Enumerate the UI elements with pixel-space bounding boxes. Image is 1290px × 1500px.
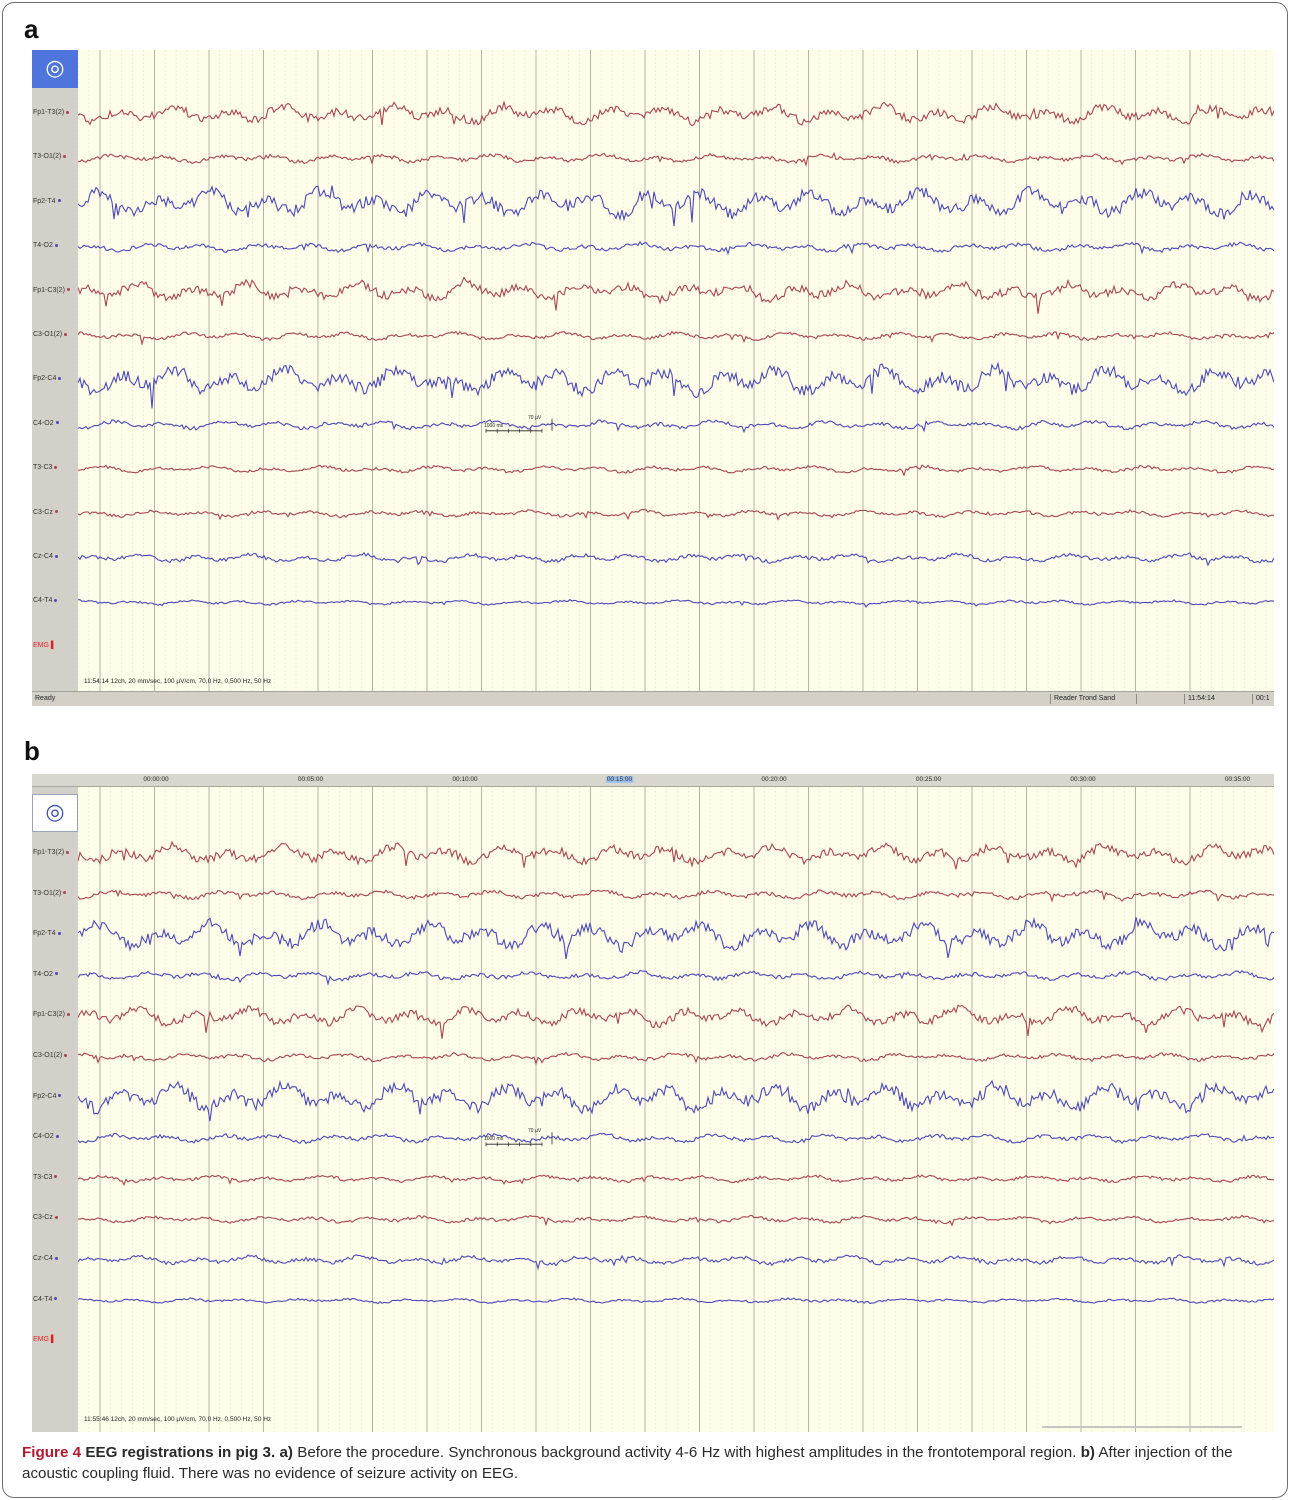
ruler-tick-label: 00:30:00	[1070, 776, 1096, 783]
eeg-trace	[78, 1174, 1274, 1187]
calibration-marker: 1000 ms 70 µV	[484, 415, 553, 433]
figure-title: EEG registrations in pig 3.	[85, 1444, 276, 1461]
settings-line: 11:55:46 12ch, 20 mm/sec, 100 µV/cm, 70,…	[84, 1416, 272, 1423]
channel-sidebar	[32, 50, 78, 692]
channel-label: Fp2-C4	[33, 375, 62, 382]
calibration-time-label: 1000 ms	[484, 1136, 504, 1142]
channel-label: T3-O1(2)	[33, 153, 67, 160]
calibration-amplitude-label: 70 µV	[528, 415, 542, 421]
eeg-trace	[78, 1051, 1274, 1066]
calibration-marker: 1000 ms 70 µV	[484, 1128, 553, 1147]
channel-label: Cz-C4	[33, 553, 58, 560]
caption-b-text: After injection of the acoustic coupling…	[22, 1444, 1233, 1482]
ruler-tick-label: 00:35:00	[1224, 776, 1251, 783]
caption-b-label: b)	[1080, 1444, 1095, 1461]
ruler-tick-label: 00:25:00	[915, 776, 942, 783]
caption-a-label: a)	[279, 1444, 293, 1461]
eeg-trace	[78, 1297, 1274, 1305]
channel-label: T3-C3	[33, 1174, 58, 1181]
channel-label: C3-O1(2)	[33, 331, 68, 338]
emg-label: EMG ▌	[33, 641, 56, 649]
eeg-trace	[78, 185, 1274, 227]
status-ready: Ready	[35, 695, 56, 702]
time-ruler[interactable]: 00:00:00 00:05:00 00:10:00 00:15:00 00:20:00…	[32, 774, 1274, 787]
channel-label: C3-O1(2)	[33, 1052, 68, 1059]
ruler-tick-label: 00:20:00	[761, 776, 787, 783]
eeg-trace	[78, 969, 1274, 986]
ruler-tick-label: 00:05:00	[297, 776, 324, 783]
record-button[interactable]: ◎	[32, 794, 78, 832]
eeg-traces: 1000 ms 70 µV	[78, 787, 1274, 1432]
eeg-trace	[78, 552, 1274, 567]
channel-label: Fp1-T3(2)	[33, 849, 70, 856]
horizontal-scrollbar[interactable]	[1042, 1426, 1242, 1428]
channel-label: T3-C3	[33, 464, 58, 471]
caption-a-text: Before the procedure. Synchronous backgr…	[297, 1444, 1077, 1461]
channel-sidebar	[32, 787, 78, 1432]
eeg-trace	[78, 330, 1274, 346]
eeg-trace	[78, 1254, 1274, 1271]
calibration-time-label: 1000 ms	[484, 423, 504, 429]
channel-label: Fp2-C4	[33, 1093, 62, 1100]
status-reader: Reader Trond Sand	[1050, 694, 1134, 704]
eeg-trace	[78, 1079, 1274, 1122]
ruler-tick-label: 00:10:00	[452, 776, 478, 783]
eeg-trace	[78, 889, 1274, 903]
channel-label: Fp1-C3(2)	[33, 287, 70, 294]
eeg-trace	[78, 464, 1274, 477]
status-blank	[1136, 694, 1182, 704]
channel-label: C3-Cz	[33, 1214, 58, 1221]
trace-area: 1000 ms 70 µV	[78, 787, 1274, 1432]
ruler-tick-label: 00:15:00	[605, 776, 634, 783]
eeg-trace	[78, 917, 1274, 959]
channel-label: Fp2-T4	[33, 198, 61, 205]
channel-label: C3-Cz	[33, 509, 58, 516]
channel-label: Fp1-C3(2)	[33, 1011, 70, 1018]
channel-label: T4-O2	[33, 242, 58, 249]
eeg-viewer-a: ◎ 1000 ms 70 µV Fp1-T3(2) T3-O1(2) Fp2-T4 T4…	[32, 50, 1274, 706]
channel-label: C4-O2	[33, 1133, 59, 1140]
eeg-trace	[78, 1004, 1274, 1039]
emg-label: EMG ▌	[33, 1336, 56, 1344]
channel-label: C4-T4	[33, 597, 58, 604]
eeg-trace	[78, 1132, 1274, 1145]
eeg-traces: 1000 ms 70 µV	[78, 50, 1274, 692]
channel-label: C4-T4	[33, 1296, 58, 1303]
trace-area: 1000 ms 70 µV	[78, 50, 1274, 692]
eeg-trace	[78, 1214, 1274, 1227]
channel-label: Fp2-T4	[33, 930, 61, 937]
eeg-trace	[78, 100, 1274, 127]
status-time: 11:54:14	[1184, 694, 1250, 704]
status-elapsed: 00:1	[1252, 694, 1274, 704]
eeg-trace	[78, 508, 1274, 521]
record-target-icon: ◎	[45, 800, 65, 825]
eeg-trace	[78, 241, 1274, 256]
channel-label: C4-O2	[33, 420, 59, 427]
record-button[interactable]: ◎	[32, 50, 78, 88]
panel-a-letter: a	[24, 14, 39, 44]
figure-caption: Figure 4 EEG registrations in pig 3. a) …	[22, 1442, 1272, 1484]
channel-label: T3-O1(2)	[33, 890, 67, 897]
eeg-viewer-b: 00:00:00 00:05:00 00:10:00 00:15:00 00:20:00…	[32, 774, 1274, 1432]
channel-label: Cz-C4	[33, 1255, 58, 1262]
eeg-trace	[78, 598, 1274, 608]
figure-label: Figure 4	[22, 1444, 82, 1461]
eeg-trace	[78, 361, 1274, 409]
calibration-amplitude-label: 70 µV	[528, 1128, 542, 1134]
ruler-tick-label: 00:00:00	[143, 776, 169, 783]
eeg-trace	[78, 840, 1274, 870]
status-bar: Ready Reader Trond Sand 11:54:14 00:1	[32, 691, 1274, 706]
eeg-trace	[78, 276, 1274, 314]
panel-b-letter: b	[24, 736, 40, 766]
channel-label: Fp1-T3(2)	[33, 109, 70, 116]
eeg-trace	[78, 151, 1274, 168]
settings-line: 11:54:14 12ch, 20 mm/sec, 100 µV/cm, 70,…	[84, 678, 272, 685]
eeg-trace	[78, 419, 1274, 434]
record-target-icon: ◎	[45, 56, 65, 81]
channel-label: T4-O2	[33, 971, 58, 978]
